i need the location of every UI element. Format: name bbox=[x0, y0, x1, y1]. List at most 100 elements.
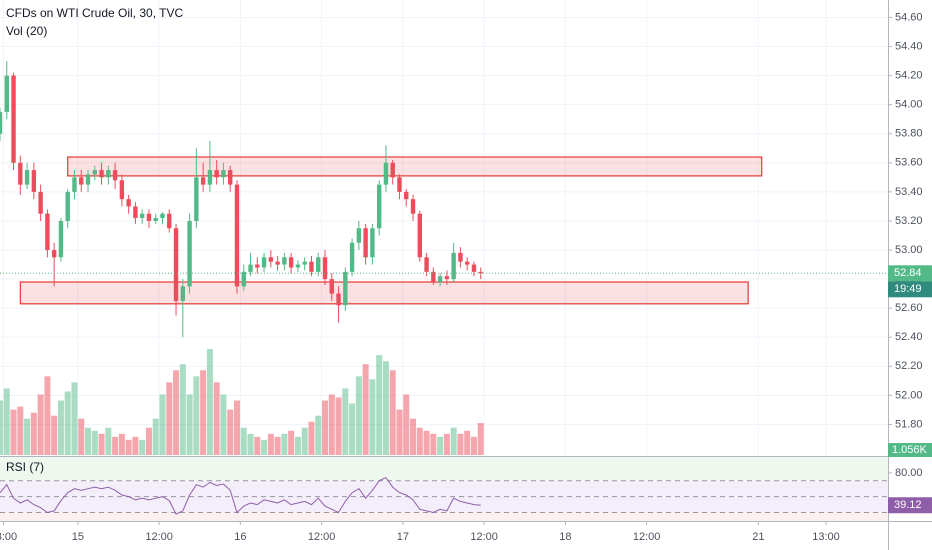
volume-bar bbox=[247, 433, 254, 455]
volume-bar bbox=[396, 409, 403, 455]
volume-bar bbox=[301, 427, 308, 455]
candle-body bbox=[376, 184, 382, 229]
volume-bar bbox=[71, 382, 78, 455]
volume-bar bbox=[125, 439, 132, 455]
volume-bar bbox=[166, 382, 173, 455]
rsi-legend: RSI (7) bbox=[6, 460, 44, 474]
candle-body bbox=[153, 218, 158, 221]
rsi-value-label: 39.12 bbox=[894, 499, 922, 511]
candle-body bbox=[329, 279, 334, 294]
x-tick-label: 12:00 bbox=[633, 531, 661, 543]
volume-bar bbox=[64, 391, 71, 455]
volume-bar bbox=[322, 400, 329, 455]
candle-body bbox=[255, 264, 260, 268]
volume-bar bbox=[240, 427, 247, 455]
volume-bar bbox=[416, 427, 423, 455]
candle-body bbox=[471, 264, 477, 272]
volume-bar bbox=[382, 361, 389, 455]
candle-body bbox=[79, 177, 84, 185]
candle-body bbox=[65, 191, 70, 221]
volume-bar bbox=[288, 430, 295, 455]
volume-bar bbox=[78, 418, 85, 455]
volume-bar bbox=[159, 394, 166, 455]
y-tick-label: 54.20 bbox=[895, 69, 923, 81]
volume-bar bbox=[30, 412, 37, 455]
volume-bar bbox=[17, 406, 24, 455]
volume-bar bbox=[437, 436, 444, 455]
candle-body bbox=[18, 162, 23, 185]
volume-bar bbox=[200, 370, 207, 455]
candle-body bbox=[282, 257, 287, 265]
volume-bar bbox=[186, 394, 193, 455]
volume-bar bbox=[403, 394, 410, 455]
y-tick-label: 54.60 bbox=[895, 11, 923, 23]
candle-body bbox=[11, 75, 16, 163]
volume-bar bbox=[145, 427, 152, 455]
volume-bar bbox=[220, 394, 227, 455]
candle-body bbox=[309, 261, 314, 272]
candle-body bbox=[390, 162, 395, 178]
candle-body bbox=[133, 206, 138, 219]
x-tick-label: 12:00 bbox=[145, 531, 173, 543]
volume-bar bbox=[37, 394, 44, 455]
candle-body bbox=[85, 174, 91, 185]
candle-body bbox=[58, 220, 64, 258]
volume-bar bbox=[328, 394, 335, 455]
volume-bar bbox=[105, 427, 112, 455]
candle-body bbox=[417, 213, 422, 258]
volume-bar bbox=[349, 403, 356, 455]
rsi-oversold bbox=[0, 512, 888, 522]
axes: 51.8052.0052.2052.4052.6052.8053.0053.20… bbox=[0, 11, 932, 543]
candle-body bbox=[187, 220, 192, 287]
y-tick-label: 53.40 bbox=[895, 186, 923, 198]
volume-bar bbox=[51, 415, 58, 455]
volume-bar bbox=[450, 427, 457, 455]
candle-body bbox=[370, 228, 375, 258]
candle-body bbox=[228, 170, 233, 185]
candle-body bbox=[261, 257, 267, 268]
candle-body bbox=[112, 170, 118, 181]
volume-bar bbox=[315, 415, 322, 455]
candle-body bbox=[288, 257, 294, 268]
candle-body bbox=[322, 257, 328, 280]
volume-bar bbox=[206, 349, 213, 455]
volume-bar bbox=[362, 364, 369, 455]
volume-bar bbox=[342, 388, 349, 455]
volume-bar bbox=[152, 418, 159, 455]
zone bbox=[19, 281, 749, 305]
volume-bar bbox=[44, 376, 51, 455]
volume-bar bbox=[423, 430, 430, 455]
volume-bar bbox=[10, 409, 17, 455]
x-tick-label: 15 bbox=[72, 531, 84, 543]
volume-bar bbox=[430, 433, 437, 455]
candle-body bbox=[38, 191, 43, 214]
candle-body bbox=[295, 264, 301, 268]
volume-bar bbox=[443, 433, 450, 455]
volume-bar bbox=[193, 376, 200, 455]
volume-bar bbox=[308, 421, 315, 455]
x-tick-label: 13:00 bbox=[812, 531, 840, 543]
y-tick-label: 53.20 bbox=[895, 215, 923, 227]
y-tick-label: 54.00 bbox=[895, 99, 923, 111]
volume-bar bbox=[294, 436, 301, 455]
y-tick-label: 52.20 bbox=[895, 360, 923, 372]
candle-body bbox=[397, 177, 402, 192]
volume-bar bbox=[0, 400, 3, 455]
volume-bar bbox=[118, 433, 125, 455]
candle-body bbox=[72, 177, 77, 192]
candle-body bbox=[478, 271, 483, 274]
volume-bar bbox=[85, 427, 92, 455]
candle-body bbox=[437, 276, 443, 283]
candle-body bbox=[106, 170, 111, 178]
candle-body bbox=[356, 228, 362, 243]
candle-body bbox=[221, 170, 226, 178]
x-tick-label: 16 bbox=[234, 531, 246, 543]
volume-bar bbox=[213, 382, 220, 455]
candle-body bbox=[241, 271, 246, 287]
candle-body bbox=[99, 170, 104, 178]
candle-body bbox=[214, 170, 219, 178]
candle-body bbox=[248, 264, 253, 272]
volume-bar bbox=[457, 433, 464, 455]
volume-bar bbox=[227, 409, 234, 455]
volume-bar bbox=[3, 388, 10, 455]
